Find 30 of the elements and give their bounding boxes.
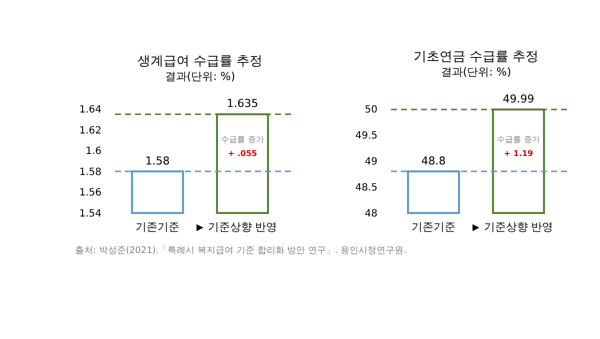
y-tick-label: 1.62 — [79, 125, 102, 136]
y-tick-label: 49 — [364, 156, 378, 168]
y-tick-label: 1.6 — [86, 146, 102, 158]
data-label: 1.58 — [145, 154, 170, 168]
annotation: 수급률 증가 — [497, 135, 540, 144]
y-tick-label: 48.5 — [355, 182, 378, 194]
y-tick-label: 48 — [364, 208, 378, 220]
y-tick-label: 1.58 — [79, 166, 102, 178]
annotation: 수급률 증가 — [221, 135, 264, 144]
y-tick-label: 50 — [364, 104, 378, 116]
chart-subtitle: 결과(단위: %) — [164, 70, 236, 84]
data-label: 48.8 — [421, 154, 446, 168]
chart-subtitle: 결과(단위: %) — [440, 66, 512, 79]
annotation: + 1.19 — [504, 149, 534, 158]
x-tick-label: 기존기준 — [136, 220, 180, 234]
y-tick-label: 49.5 — [355, 130, 378, 142]
x-tick-label: 기존기준 — [412, 220, 456, 234]
x-tick-label: 기준상향 반영 — [208, 220, 278, 234]
y-tick-label: 1.64 — [79, 104, 102, 116]
annotation: + .055 — [228, 149, 258, 158]
y-tick-label: 1.54 — [79, 208, 102, 220]
x-tick-label: 기준상향 반영 — [484, 220, 554, 234]
text: ▶ — [472, 223, 480, 233]
source-note: 출처: 박성준(2021).「특례시 복지급여 기준 합리화 방안 연구」. 용인시정연구원. — [75, 245, 407, 256]
data-label: 49.99 — [502, 92, 534, 106]
y-tick-label: 1.56 — [79, 188, 102, 199]
data-label: 1.635 — [226, 97, 258, 110]
chart-title: 생계급여 수급률 추정 — [137, 54, 263, 70]
chart-title: 기초연금 수급률 추정 — [413, 50, 539, 65]
text: ▶ — [196, 223, 204, 233]
